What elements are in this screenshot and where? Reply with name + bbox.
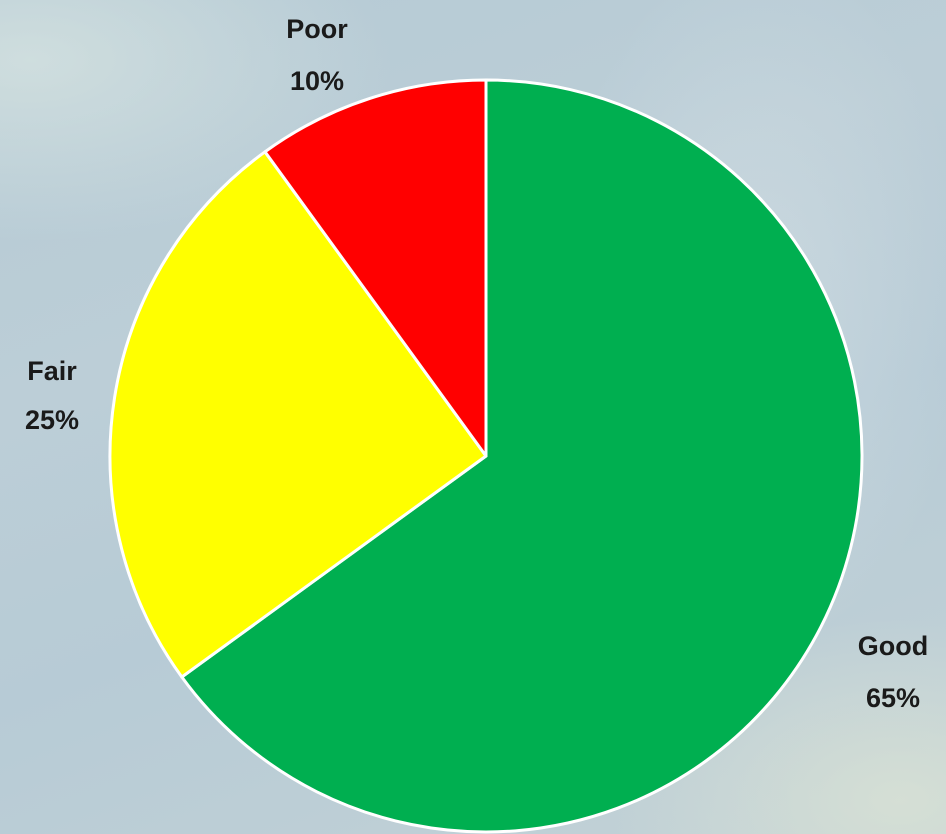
pie-slice-poor [263, 78, 488, 458]
slice-percent-poor: 10% [290, 66, 344, 96]
pie-labels: Good 65% Fair 25% Poor 10% [25, 14, 928, 713]
slice-label-good: Good [858, 631, 928, 661]
pie-slices [108, 78, 864, 834]
slice-percent-fair: 25% [25, 405, 79, 435]
slice-label-poor: Poor [286, 14, 348, 44]
pie-slice-good [180, 78, 864, 834]
pie-slice-fair [108, 150, 488, 679]
slice-percent-good: 65% [866, 683, 920, 713]
slice-label-fair: Fair [27, 356, 77, 386]
